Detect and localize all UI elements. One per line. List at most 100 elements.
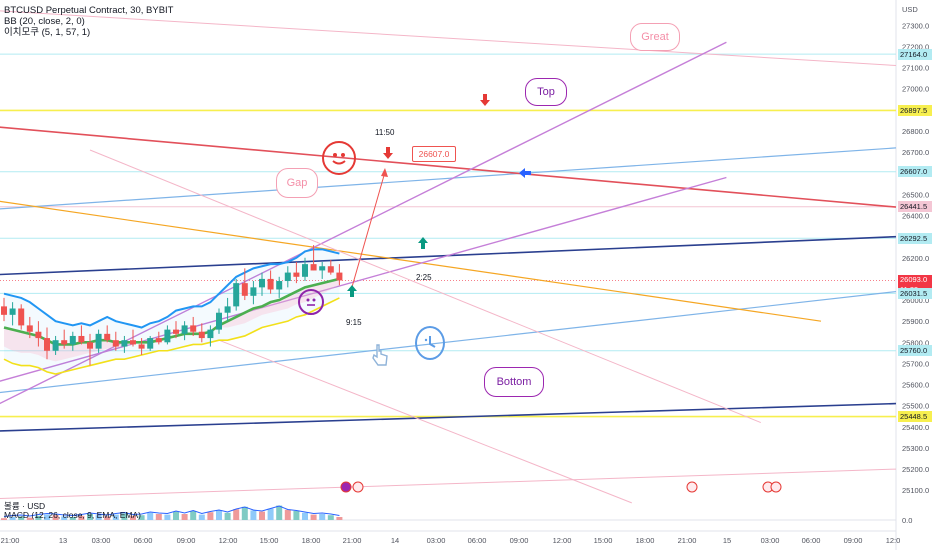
volume-bar — [336, 517, 343, 520]
volume-bar — [44, 514, 50, 520]
y-tick-label: 25700.0 — [902, 359, 929, 368]
candle-body — [336, 272, 343, 281]
trend-line-purple-mid — [0, 176, 727, 382]
candle — [1, 297, 7, 322]
candle — [327, 259, 334, 275]
candle — [121, 335, 128, 353]
x-tick-label: 12:00 — [219, 536, 238, 545]
price-axis-label: 26031.5 — [898, 287, 932, 299]
trend-line-pink-diagonal — [89, 149, 761, 424]
trend-line-blue-upper — [0, 147, 897, 210]
legend-macd[interactable]: MACD (12, 26, close, 9, EMA, EMA) — [4, 510, 141, 520]
volume-bar — [147, 512, 154, 520]
macd-line — [3, 505, 340, 517]
candle — [250, 281, 257, 305]
price-axis-label: 26897.5 — [898, 104, 932, 116]
candle — [302, 257, 308, 282]
candle — [95, 329, 102, 353]
great-label: Great — [641, 31, 669, 43]
left-arrow-marker — [519, 168, 531, 178]
candle-body — [112, 340, 119, 347]
y-tick-label: 25900.0 — [902, 317, 929, 326]
price-axis-label: 25760.0 — [898, 345, 932, 357]
volume-bar — [284, 509, 291, 520]
y-tick-label: 27200.0 — [902, 42, 929, 51]
bollinger-upper-band — [3, 248, 340, 329]
x-tick-label: 15 — [723, 536, 731, 545]
candle — [241, 268, 248, 301]
volume-bar — [104, 516, 111, 520]
volume-bar — [259, 511, 265, 520]
volume-bar — [233, 509, 240, 520]
projection-arrow-head — [381, 168, 388, 177]
candle — [52, 335, 59, 355]
legend-volume[interactable]: 볼륨 · USD — [4, 501, 46, 511]
flag-event-icon — [770, 481, 782, 493]
top-label: Top — [537, 86, 555, 98]
candle — [284, 266, 291, 288]
trend-line-pink-bottom — [0, 468, 897, 500]
candle — [173, 321, 179, 339]
volume-bar — [319, 514, 326, 520]
x-tick-label: 21:00 — [1, 536, 20, 545]
legend-symbol[interactable]: BTCUSD Perpetual Contract, 30, BYBIT — [4, 5, 174, 16]
trend-line-navy-lower — [0, 402, 897, 432]
y-tick-label: 25800.0 — [902, 338, 929, 347]
down-arrow-marker — [480, 94, 490, 106]
trend-line-red — [0, 126, 897, 208]
clock-face-icon — [415, 326, 445, 360]
candle-body — [61, 340, 68, 345]
volume-bar — [9, 517, 16, 520]
x-tick-label: 21:00 — [343, 536, 362, 545]
candle — [336, 264, 343, 286]
target-price-label: 26607.0 — [412, 146, 456, 162]
volume-bar — [52, 515, 59, 520]
volume-bar — [327, 515, 334, 520]
y-tick-label: 26000.0 — [902, 296, 929, 305]
flag-event-icon — [686, 481, 698, 493]
candle — [267, 270, 274, 294]
legend-ichimoku[interactable]: 이치모쿠 (5, 1, 57, 1) — [4, 27, 91, 38]
candle-body — [147, 338, 154, 349]
y-tick-label: 27300.0 — [902, 21, 929, 30]
x-tick-label: 09:00 — [510, 536, 529, 545]
volume-bar — [164, 514, 171, 520]
candle-body — [241, 283, 248, 296]
candle — [9, 302, 16, 326]
volume-bar — [35, 515, 42, 520]
x-tick-label: 18:00 — [636, 536, 655, 545]
volume-bar — [276, 505, 283, 520]
volume-bar — [190, 511, 197, 520]
candle-body — [259, 278, 265, 288]
candle-body — [121, 340, 128, 347]
y-tick-label: 26500.0 — [902, 190, 929, 199]
candle-body — [18, 308, 25, 326]
x-tick-label: 06:00 — [468, 536, 487, 545]
volume-bar — [216, 510, 222, 520]
y-tick-label: 25400.0 — [902, 423, 929, 432]
ichimoku-base-line — [3, 277, 340, 346]
volume-bar — [138, 515, 145, 520]
x-tick-label: 03:00 — [427, 536, 446, 545]
candle-body — [69, 335, 76, 345]
flag-event-icon — [352, 481, 364, 493]
candle-body — [95, 333, 102, 349]
volume-bar — [87, 514, 93, 520]
candle — [44, 327, 50, 360]
candle-body — [319, 266, 326, 271]
volume-bar — [181, 514, 188, 520]
volume-bar — [26, 517, 33, 520]
x-tick-label: 13 — [59, 536, 67, 545]
candle — [198, 323, 205, 343]
candle-body — [310, 264, 317, 271]
price-axis-label: 26607.0 — [898, 166, 932, 178]
volume-bar — [155, 514, 162, 520]
volume-bar — [1, 518, 7, 520]
candle — [35, 321, 42, 347]
candle — [61, 329, 68, 349]
legend-bollinger[interactable]: BB (20, close, 2, 0) — [4, 16, 85, 27]
down-arrow-marker — [383, 147, 393, 159]
trend-line-pink-lower — [218, 339, 632, 504]
candle-body — [164, 329, 171, 343]
